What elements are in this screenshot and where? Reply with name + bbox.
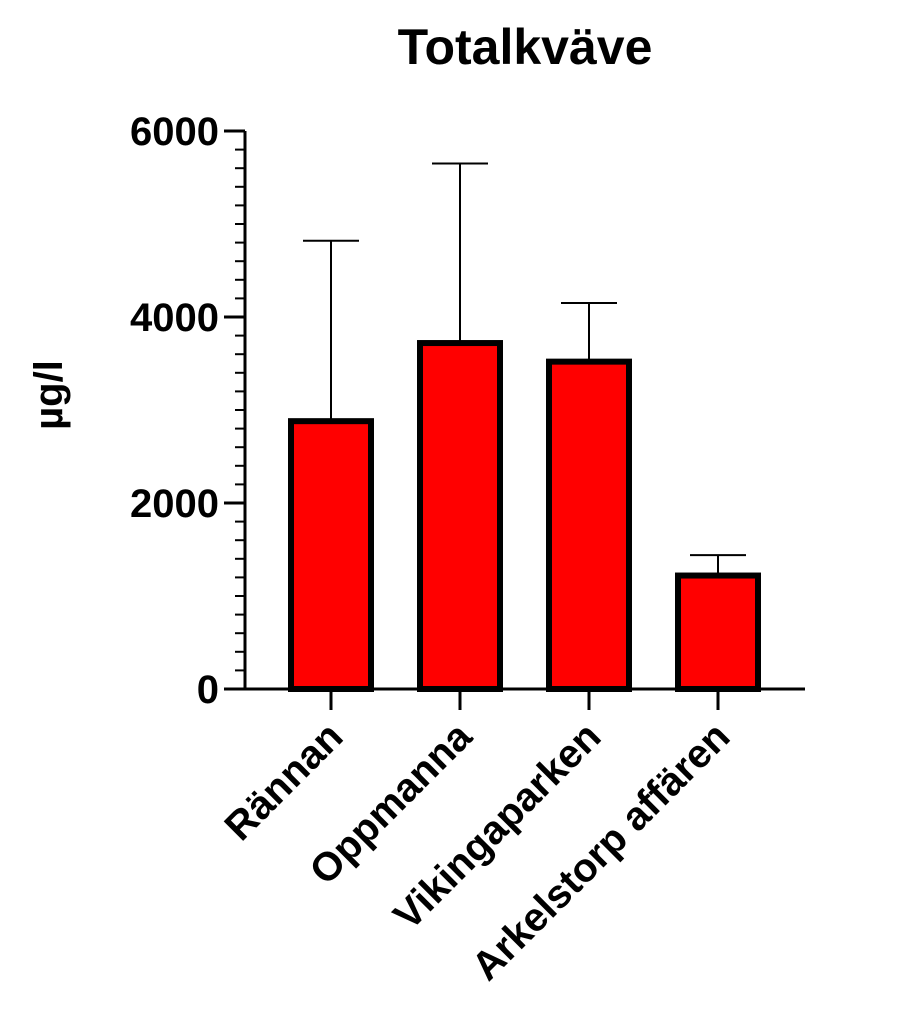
bar — [675, 572, 761, 692]
error-bars — [303, 162, 746, 576]
bar — [417, 340, 503, 692]
bar — [288, 418, 374, 692]
y-tick-label: 2000 — [130, 482, 219, 526]
bars — [288, 340, 761, 692]
bar — [546, 358, 632, 692]
y-tick-label: 6000 — [130, 110, 219, 154]
x-tick-label: Arkelstorp affären — [464, 714, 739, 989]
y-axis-label: µg/l — [27, 360, 71, 430]
y-tick-label: 0 — [197, 668, 219, 712]
chart-title: Totalkväve — [398, 19, 653, 75]
x-axis — [243, 687, 805, 710]
y-axis-ticks: 0 2000 4000 6000 — [130, 110, 247, 712]
x-tick-label: Rännan — [217, 714, 352, 849]
y-tick-label: 4000 — [130, 296, 219, 340]
